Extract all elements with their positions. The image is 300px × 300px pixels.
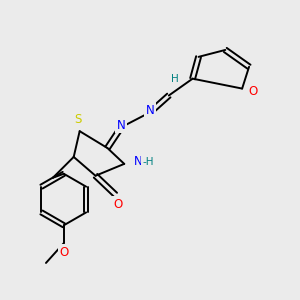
Text: O: O [114, 198, 123, 211]
Text: O: O [59, 245, 68, 259]
Text: O: O [248, 85, 258, 98]
Text: N: N [117, 119, 126, 132]
Text: N: N [146, 104, 154, 117]
Text: S: S [74, 113, 81, 126]
Text: H: H [171, 74, 178, 84]
Text: N: N [134, 155, 142, 168]
Text: -H: -H [142, 157, 154, 167]
